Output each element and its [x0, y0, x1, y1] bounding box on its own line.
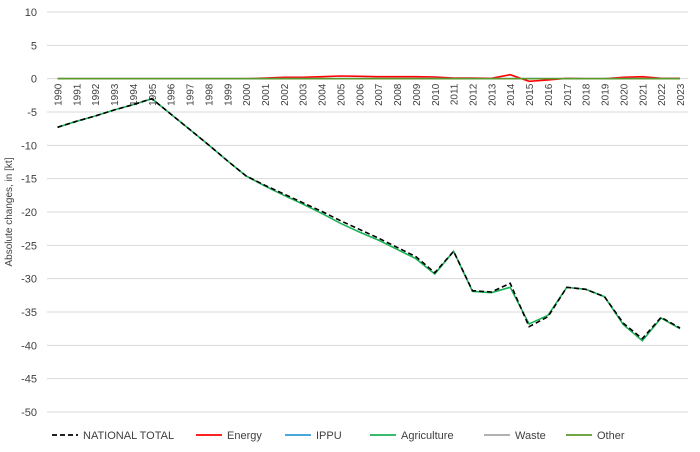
legend-label: Other: [597, 430, 625, 442]
x-tick-label: 1998: [204, 83, 215, 106]
y-tick-label: -15: [21, 174, 37, 186]
x-tick-label: 2014: [506, 83, 517, 106]
y-tick-label: -5: [27, 107, 37, 119]
x-tick-label: 1999: [223, 83, 234, 106]
x-tick-label: 2016: [544, 83, 555, 106]
x-tick-label: 2002: [280, 83, 291, 106]
legend-label: IPPU: [316, 430, 342, 442]
legend-label: Waste: [515, 430, 546, 442]
x-tick-label: 1993: [110, 83, 121, 106]
series-line-agriculture: [57, 97, 681, 342]
x-tick-label: 1997: [186, 83, 197, 106]
x-tick-label: 2011: [450, 83, 461, 105]
y-tick-label: -35: [21, 307, 37, 319]
x-tick-label: 2000: [242, 83, 253, 106]
x-tick-label: 2015: [525, 83, 536, 106]
y-tick-label: -30: [21, 274, 37, 286]
x-tick-label: 2009: [412, 83, 423, 106]
x-tick-label: 2008: [393, 83, 404, 106]
x-tick-label: 2023: [676, 83, 687, 106]
x-tick-label: 2017: [563, 83, 574, 106]
y-tick-label: -40: [21, 340, 37, 352]
y-tick-label: -50: [21, 407, 37, 419]
x-tick-label: 2005: [336, 83, 347, 106]
x-tick-label: 1990: [54, 83, 65, 106]
y-tick-label: -20: [21, 207, 37, 219]
y-tick-label: -45: [21, 374, 37, 386]
series-line-national-total: [57, 97, 681, 340]
x-tick-label: 2022: [657, 83, 668, 106]
y-axis-label: Absolute changes, in [kt]: [4, 157, 15, 266]
legend-label: Energy: [227, 430, 262, 442]
y-tick-label: 10: [25, 7, 37, 19]
x-tick-label: 2018: [582, 83, 593, 106]
x-tick-label: 2013: [487, 83, 498, 106]
x-tick-label: 1992: [91, 83, 102, 106]
y-tick-label: -25: [21, 240, 37, 252]
x-tick-label: 2020: [619, 83, 630, 106]
x-tick-label: 2007: [374, 83, 385, 106]
y-tick-label: 5: [31, 40, 37, 52]
x-tick-label: 1994: [129, 83, 140, 106]
y-tick-label: 0: [31, 74, 37, 86]
x-tick-label: 2010: [431, 83, 442, 106]
x-tick-label: 1996: [167, 83, 178, 106]
x-tick-label: 2019: [601, 83, 612, 106]
x-tick-label: 1995: [148, 83, 159, 106]
x-tick-label: 1991: [72, 83, 83, 106]
x-tick-label: 2021: [638, 83, 649, 106]
x-tick-label: 2004: [318, 83, 329, 106]
x-tick-label: 2012: [469, 83, 480, 106]
x-tick-label: 2006: [355, 83, 366, 106]
x-tick-label: 2003: [299, 83, 310, 106]
y-tick-label: -10: [21, 140, 37, 152]
legend-label: NATIONAL TOTAL: [83, 430, 174, 442]
x-tick-label: 2001: [261, 83, 272, 106]
legend-label: Agriculture: [401, 430, 454, 442]
